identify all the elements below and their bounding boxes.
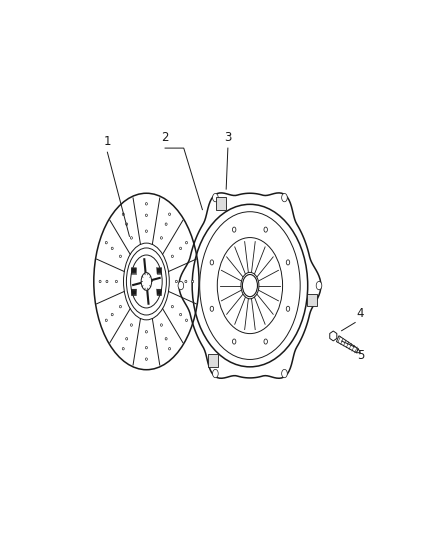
Ellipse shape: [264, 339, 268, 344]
Ellipse shape: [120, 255, 121, 257]
Ellipse shape: [175, 280, 177, 282]
Ellipse shape: [145, 346, 148, 349]
Ellipse shape: [171, 305, 173, 308]
Ellipse shape: [145, 203, 148, 205]
Ellipse shape: [145, 358, 148, 360]
Ellipse shape: [210, 306, 214, 311]
Ellipse shape: [131, 237, 132, 239]
Ellipse shape: [99, 280, 101, 282]
Ellipse shape: [126, 337, 127, 340]
Ellipse shape: [160, 324, 162, 326]
Ellipse shape: [122, 213, 124, 215]
Text: 3: 3: [224, 131, 232, 144]
Ellipse shape: [210, 260, 214, 265]
Ellipse shape: [264, 227, 268, 232]
Ellipse shape: [120, 305, 121, 308]
Ellipse shape: [192, 280, 194, 282]
Ellipse shape: [131, 255, 162, 308]
Ellipse shape: [212, 193, 218, 202]
Ellipse shape: [316, 281, 322, 290]
Polygon shape: [307, 294, 317, 306]
Ellipse shape: [178, 281, 184, 290]
Ellipse shape: [171, 255, 173, 257]
Ellipse shape: [282, 369, 287, 378]
Ellipse shape: [242, 274, 258, 297]
Polygon shape: [179, 193, 321, 378]
Polygon shape: [336, 336, 358, 353]
Polygon shape: [330, 331, 337, 341]
Ellipse shape: [105, 241, 107, 244]
Text: 2: 2: [161, 131, 169, 144]
Ellipse shape: [217, 238, 283, 334]
Ellipse shape: [233, 339, 236, 344]
Ellipse shape: [122, 348, 124, 350]
Ellipse shape: [145, 330, 148, 333]
Ellipse shape: [165, 223, 167, 225]
Text: 4: 4: [357, 308, 364, 320]
Ellipse shape: [233, 227, 236, 232]
Ellipse shape: [111, 247, 113, 249]
Polygon shape: [357, 349, 360, 353]
Ellipse shape: [186, 241, 187, 244]
Ellipse shape: [180, 313, 182, 316]
Ellipse shape: [160, 237, 162, 239]
Ellipse shape: [192, 204, 308, 367]
Ellipse shape: [145, 214, 148, 216]
Ellipse shape: [180, 247, 182, 249]
Ellipse shape: [286, 260, 290, 265]
Ellipse shape: [200, 212, 300, 359]
Ellipse shape: [126, 223, 127, 225]
Ellipse shape: [241, 272, 259, 299]
Ellipse shape: [185, 280, 187, 282]
Ellipse shape: [282, 193, 287, 202]
Polygon shape: [208, 354, 218, 367]
Ellipse shape: [105, 319, 107, 321]
Ellipse shape: [286, 306, 290, 311]
Ellipse shape: [212, 369, 218, 378]
Text: 5: 5: [357, 349, 364, 362]
Ellipse shape: [131, 324, 132, 326]
Polygon shape: [216, 197, 226, 210]
Ellipse shape: [141, 273, 152, 290]
Ellipse shape: [145, 230, 148, 232]
Ellipse shape: [106, 280, 108, 282]
Ellipse shape: [111, 313, 113, 316]
Ellipse shape: [186, 319, 187, 321]
Ellipse shape: [169, 348, 170, 350]
Text: 1: 1: [104, 135, 111, 148]
Ellipse shape: [169, 213, 170, 215]
Ellipse shape: [115, 280, 117, 282]
Ellipse shape: [165, 337, 167, 340]
